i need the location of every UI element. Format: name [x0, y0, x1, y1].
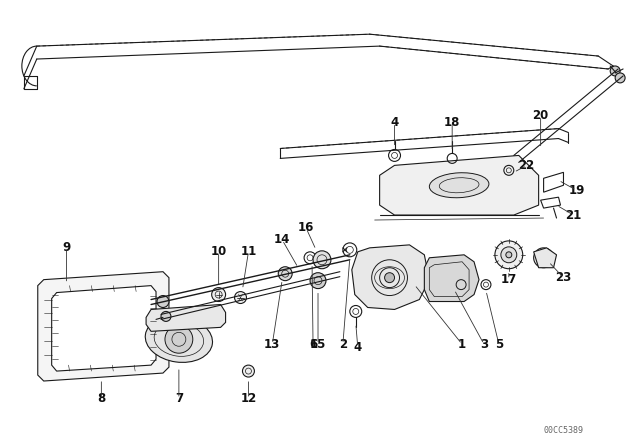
- Circle shape: [313, 251, 331, 269]
- Text: 17: 17: [500, 273, 517, 286]
- Text: 12: 12: [241, 392, 257, 405]
- Polygon shape: [424, 255, 479, 302]
- Text: 00CC5389: 00CC5389: [543, 426, 584, 435]
- Text: 9: 9: [63, 241, 70, 254]
- Text: 21: 21: [565, 209, 582, 222]
- Text: 23: 23: [556, 271, 572, 284]
- Text: 19: 19: [568, 184, 584, 197]
- Text: 14: 14: [274, 233, 291, 246]
- Circle shape: [534, 248, 554, 268]
- Circle shape: [385, 273, 394, 283]
- Circle shape: [610, 66, 620, 76]
- Text: 3: 3: [480, 338, 488, 351]
- Polygon shape: [52, 286, 156, 371]
- Polygon shape: [534, 248, 557, 268]
- Circle shape: [278, 267, 292, 280]
- Circle shape: [501, 247, 516, 263]
- Text: 8: 8: [97, 392, 106, 405]
- Text: 1: 1: [458, 338, 466, 351]
- Text: 4: 4: [390, 116, 399, 129]
- Text: 4: 4: [354, 341, 362, 354]
- Text: 7: 7: [175, 392, 183, 405]
- Polygon shape: [380, 155, 539, 215]
- Circle shape: [212, 288, 225, 302]
- Circle shape: [157, 296, 169, 307]
- Polygon shape: [38, 271, 169, 381]
- Text: 10: 10: [211, 246, 227, 258]
- Text: 15: 15: [310, 338, 326, 351]
- Text: 6: 6: [309, 338, 317, 351]
- Text: 16: 16: [298, 221, 314, 234]
- Circle shape: [615, 73, 625, 83]
- Text: 20: 20: [532, 109, 548, 122]
- Circle shape: [234, 292, 246, 303]
- Text: 5: 5: [495, 338, 503, 351]
- Circle shape: [310, 273, 326, 289]
- Polygon shape: [146, 305, 225, 332]
- Ellipse shape: [145, 316, 212, 362]
- Circle shape: [161, 311, 171, 321]
- Circle shape: [506, 252, 512, 258]
- Circle shape: [495, 241, 523, 269]
- Text: 18: 18: [444, 116, 460, 129]
- Polygon shape: [352, 245, 429, 310]
- Circle shape: [165, 325, 193, 353]
- Text: 2: 2: [339, 338, 347, 351]
- Text: 13: 13: [264, 338, 280, 351]
- Ellipse shape: [429, 173, 489, 198]
- Text: 22: 22: [518, 159, 535, 172]
- Text: 11: 11: [241, 246, 257, 258]
- Circle shape: [243, 365, 255, 377]
